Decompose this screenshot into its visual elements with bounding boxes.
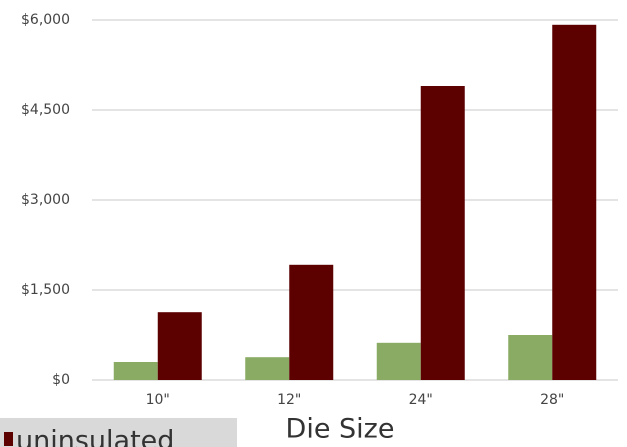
x-tick-label: 28"	[540, 392, 564, 408]
y-tick-label: $4,500	[21, 102, 70, 118]
legend-box	[0, 418, 237, 447]
bar	[289, 264, 334, 380]
x-axis-title: Die Size	[286, 414, 395, 445]
x-tick-label: 10"	[146, 392, 170, 408]
bar	[157, 312, 202, 380]
x-tick-label: 12"	[277, 392, 301, 408]
x-tick-label: 24"	[409, 392, 433, 408]
bar	[376, 342, 421, 380]
bar	[245, 357, 290, 380]
legend-label: uninsulated	[16, 426, 174, 447]
bar	[420, 86, 465, 380]
y-tick-label: $1,500	[21, 282, 70, 298]
y-tick-label: $3,000	[21, 192, 70, 208]
bar	[508, 335, 553, 380]
bar	[552, 24, 597, 381]
bar	[113, 362, 158, 380]
y-tick-label: $0	[52, 372, 70, 388]
legend-swatch	[4, 432, 13, 446]
y-tick-label: $6,000	[21, 12, 70, 28]
